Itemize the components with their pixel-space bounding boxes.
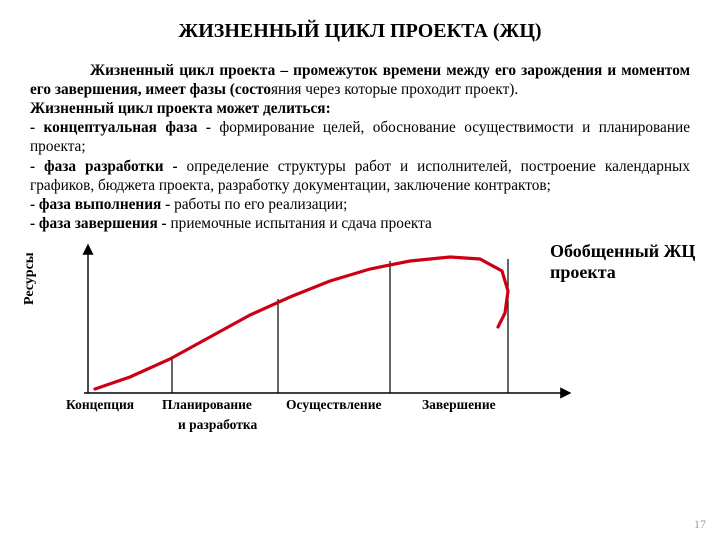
x-axis-labels: КонцепцияПланированиеОсуществлениеЗаверш…	[62, 397, 526, 413]
x-label: Завершение	[418, 397, 526, 413]
x-label: Концепция	[62, 397, 158, 413]
chart-side-label: Обобщенный ЖЦ проекта	[550, 241, 698, 282]
page-number: 17	[694, 517, 706, 532]
body-text: Жизненный цикл проекта – промежуток врем…	[30, 61, 690, 233]
phase3-text: работы по его реализации;	[174, 196, 347, 213]
phase4-text: приемочные испытания и сдача проекта	[170, 215, 431, 232]
chart-region: Ресурсы Обобщенный ЖЦ проекта КонцепцияП…	[30, 241, 690, 451]
phase1-label: - концептуальная фаза -	[30, 119, 219, 136]
x-label: Планирование	[158, 397, 282, 413]
subhead: Жизненный цикл проекта может делиться:	[30, 100, 331, 117]
x-axis-sublabel: и разработка	[178, 417, 257, 433]
x-label: Осуществление	[282, 397, 418, 413]
phase3-label: - фаза выполнения -	[30, 196, 174, 213]
lifecycle-chart	[50, 241, 580, 421]
phase4-label: - фаза завершения -	[30, 215, 170, 232]
def-tail: яния через которые проходит проект).	[271, 81, 518, 98]
page-title: ЖИЗНЕННЫЙ ЦИКЛ ПРОЕКТА (ЖЦ)	[30, 20, 690, 43]
y-axis-label: Ресурсы	[22, 252, 38, 305]
phase2-label: - фаза разработки -	[30, 158, 187, 175]
